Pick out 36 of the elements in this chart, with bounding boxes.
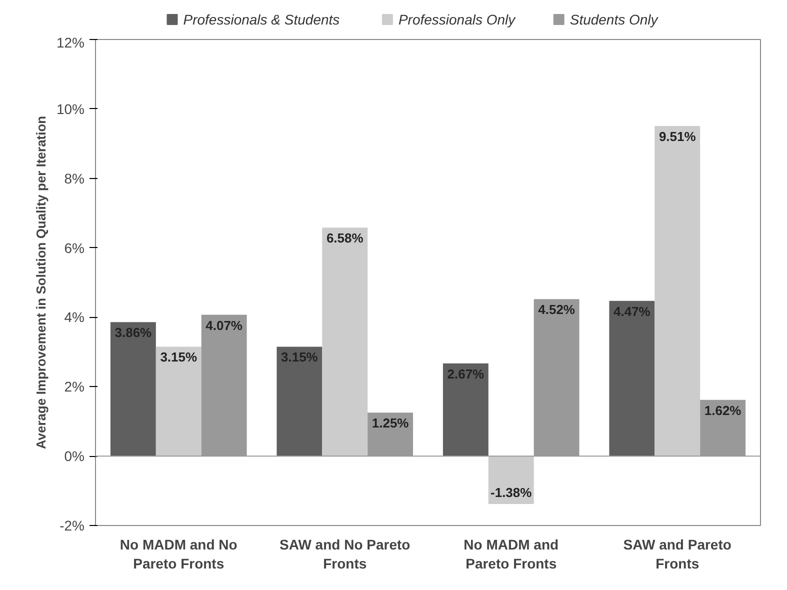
x-tick-label: No MADM and No Pareto Fronts xyxy=(120,536,238,572)
y-tick-label: 12% xyxy=(56,34,85,50)
y-tick-label: 2% xyxy=(64,378,84,395)
x-tick-label: SAW and No Pareto Fronts xyxy=(280,536,410,572)
bar xyxy=(654,126,700,456)
bar xyxy=(110,322,156,456)
y-axis-title: Average Improvement in Solution Quality per Iteration xyxy=(33,116,48,450)
data-label: 3.15% xyxy=(281,350,318,365)
x-tick-label: No MADM and Pareto Fronts xyxy=(464,536,559,572)
data-label: 3.86% xyxy=(114,325,152,340)
bar xyxy=(276,346,322,456)
y-tick-label: 8% xyxy=(64,170,84,186)
bar xyxy=(488,456,534,504)
x-tick-label: SAW and Pareto Fronts xyxy=(623,536,732,572)
data-label: 4.07% xyxy=(206,318,243,333)
bar xyxy=(156,346,202,456)
y-tick-label: 4% xyxy=(64,309,84,326)
data-label: 4.52% xyxy=(538,302,576,318)
y-tick-label: -2% xyxy=(60,518,85,534)
data-label: 3.15% xyxy=(160,350,198,365)
data-label: -1.38% xyxy=(490,484,532,500)
data-label: 9.51% xyxy=(658,128,696,144)
bar xyxy=(609,300,655,456)
data-label: 1.25% xyxy=(372,416,410,431)
legend-label: Professionals & Students xyxy=(183,12,340,28)
y-tick-label: 10% xyxy=(56,100,85,117)
bar xyxy=(442,363,488,456)
bar xyxy=(322,228,368,456)
y-tick-label: 0% xyxy=(64,448,84,464)
legend-label: Professionals Only xyxy=(398,12,516,28)
data-label: 1.62% xyxy=(704,402,742,418)
y-tick-label: 6% xyxy=(64,240,84,256)
data-label: 2.67% xyxy=(447,366,485,382)
data-label: 6.58% xyxy=(326,230,364,246)
data-label: 4.47% xyxy=(614,304,651,319)
legend-label: Students Only xyxy=(570,12,659,28)
